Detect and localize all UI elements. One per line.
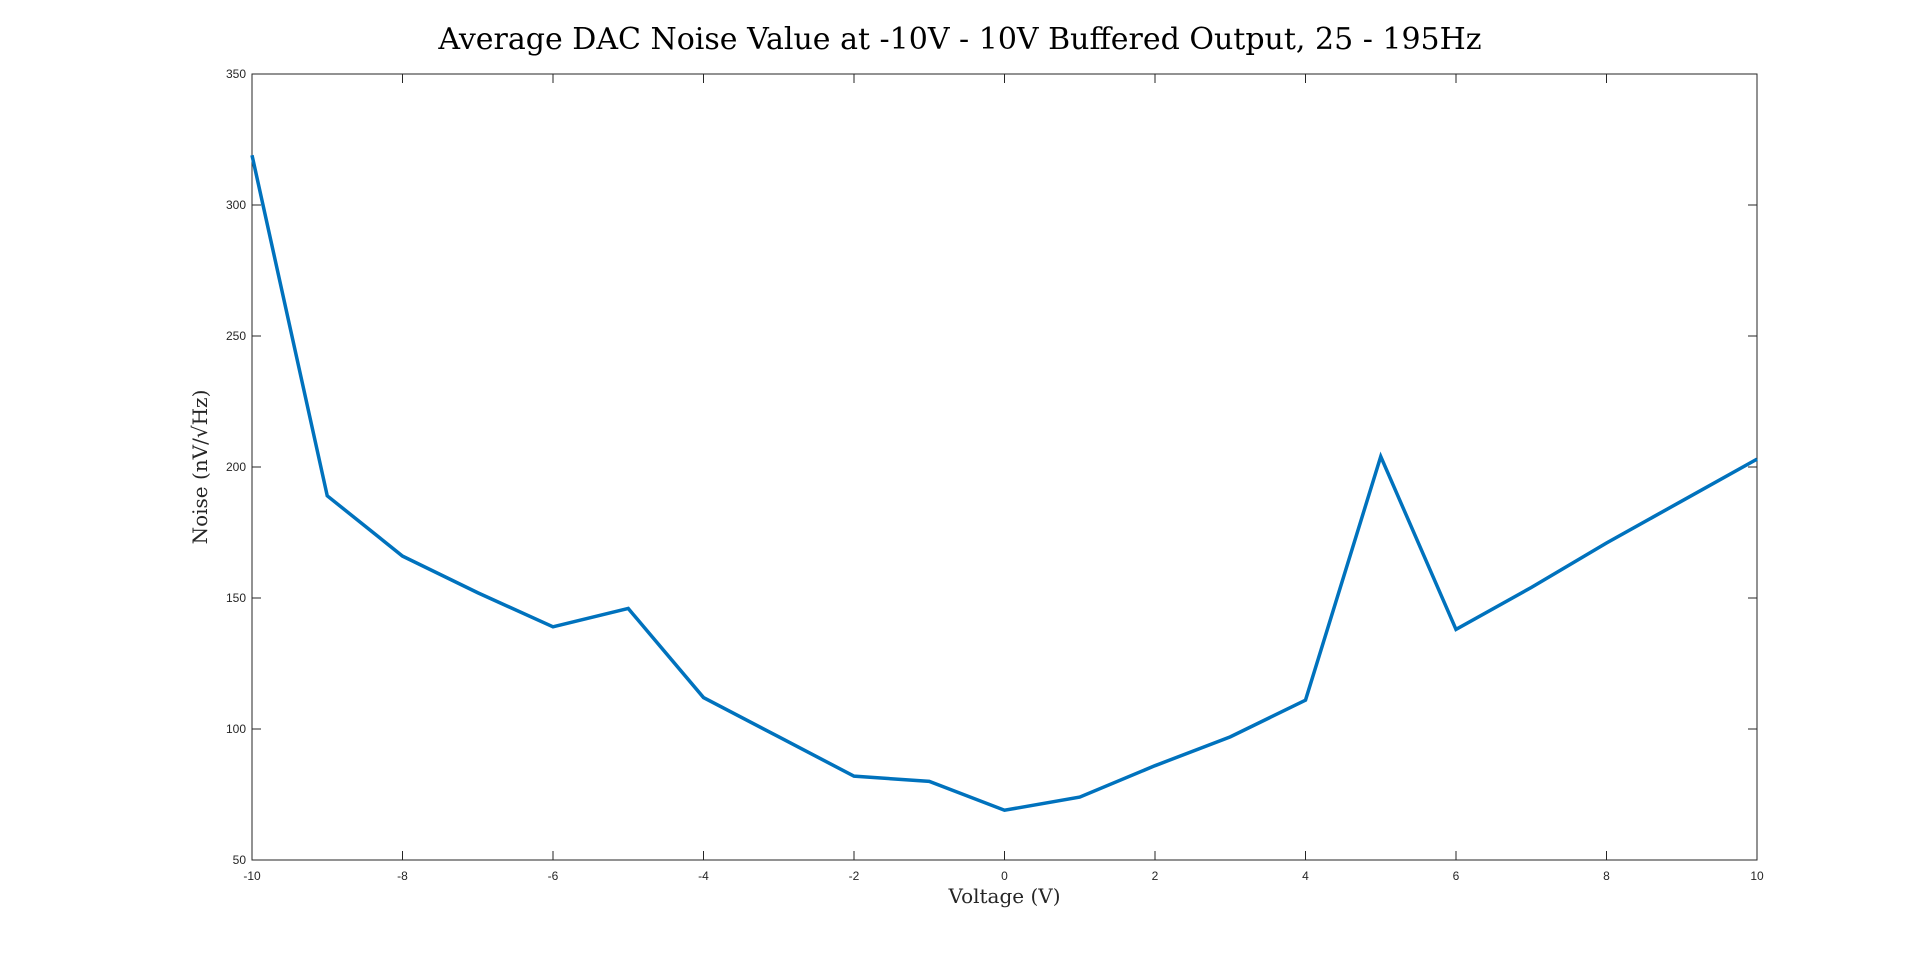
x-tick-label: 2 — [1152, 869, 1159, 883]
x-tick-label: -6 — [548, 869, 559, 883]
y-tick-label: 100 — [226, 722, 246, 736]
x-tick-label: -4 — [698, 869, 709, 883]
x-tick-label: -2 — [849, 869, 860, 883]
y-tick-label: 250 — [226, 329, 246, 343]
x-axis-label: Voltage (V) — [947, 884, 1060, 908]
ticks: -10 -8 -6 -4 -2 0 2 4 6 8 10 50 100 150 200 250 300 350 — [226, 67, 1764, 883]
x-tick-label: 0 — [1001, 869, 1008, 883]
x-tick-label: 4 — [1302, 869, 1309, 883]
y-tick-label: 150 — [226, 591, 246, 605]
y-tick-label: 350 — [226, 67, 246, 81]
axes — [251, 73, 1758, 861]
x-tick-label: 8 — [1603, 869, 1610, 883]
plot-frame — [251, 73, 1758, 861]
series-group — [250, 154, 1758, 813]
y-axis-label: Noise (nV/√Hz) — [188, 390, 212, 545]
x-tick-label: -10 — [243, 869, 261, 883]
chart-title: Average DAC Noise Value at -10V - 10V Bu… — [438, 22, 1482, 57]
y-tick-label: 300 — [226, 198, 246, 212]
y-tick-label: 200 — [226, 460, 246, 474]
series-line — [250, 154, 1758, 813]
x-tick-label: 6 — [1453, 869, 1460, 883]
x-tick-label: 10 — [1750, 869, 1764, 883]
x-tick-label: -8 — [397, 869, 408, 883]
y-tick-label: 50 — [233, 853, 247, 867]
